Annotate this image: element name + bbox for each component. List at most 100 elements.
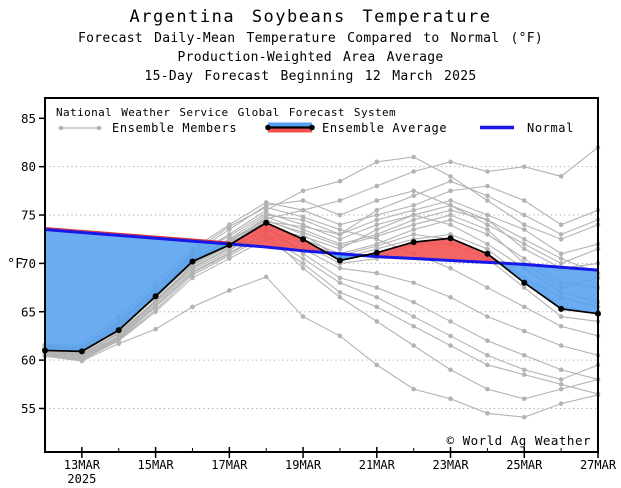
ensemble-member-dot [153,307,158,313]
ensemble-member-dot [558,256,564,261]
ensemble-average-dot [521,279,528,286]
ensemble-average-dot [300,236,307,243]
ensemble-member-dot [337,232,343,237]
ensemble-average-legend-label: Ensemble Average [322,121,447,135]
ensemble-member-dot [337,178,343,184]
ensemble-member-dot [227,288,232,293]
legend [58,122,514,133]
ensemble-average-dot [152,293,159,300]
ensemble-member-dot [337,275,343,281]
ensemble-average-dot [189,258,196,265]
ensemble-member-dot [448,159,453,165]
ensemble-average-line [44,221,599,353]
ensemble-member-dot [116,335,122,341]
ensemble-member-dot [300,314,306,319]
ensemble-member-dot [374,362,380,368]
ensemble-member-dot [558,251,564,257]
ensemble-member-dot [227,224,232,229]
ensemble-members-legend-dot [96,125,102,131]
ensemble-member-dot [300,188,306,194]
ensemble-member-dot [411,222,416,228]
ensemble-member-dot [411,212,416,218]
ensemble-average-dot [558,305,565,312]
ensemble-member-dot [411,169,416,174]
ensemble-member-line [44,235,599,381]
ensemble-member-dot [521,198,527,203]
ensemble-member-dot [521,304,527,310]
ensemble-member-dot [337,198,343,203]
ensemble-member-dot [485,222,490,228]
ensemble-member-dot [485,193,490,198]
ensemble-member-dot [558,261,564,266]
ensemble-average-legend-dot [265,124,271,131]
ensemble-member-dot [411,207,416,213]
normal-legend-label: Normal [527,121,574,135]
ensemble-member-dot [300,214,306,220]
ensemble-member-dot [485,169,490,174]
ensemble-member-dot [153,303,158,309]
ensemble-member-dot [337,243,343,249]
ensemble-member-dot [485,227,490,232]
subtitle-comparison: Forecast Daily-Mean Temperature Compared… [78,31,543,46]
ensemble-member-dot [411,280,416,286]
ensemble-average-legend-icon-red [268,127,312,133]
ensemble-member-dot [263,210,269,216]
ensemble-member-dot [521,256,527,261]
ensemble-member-dot [337,294,343,300]
ensemble-member-dot [521,227,527,232]
ensemble-member-dot [374,217,380,223]
ensemble-member-dot [411,154,416,160]
ensemble-member-dot [374,270,380,276]
ensemble-member-dot [448,222,453,228]
ensemble-member-dot [300,207,306,213]
ensemble-member-dot [374,243,380,249]
ensemble-member-dot [448,319,453,324]
ensemble-member-dot [521,285,527,290]
ensemble-member-dot [448,333,453,339]
ensemble-member-dot [374,294,380,300]
y-tick-label: 75 [21,208,36,223]
x-tick-label: 19MAR [285,458,322,472]
y-tick-label: 55 [21,401,36,416]
legend-header: National Weather Service Global Forecast… [56,106,396,119]
ensemble-member-dot [448,396,453,402]
cool-anomaly-fill [45,229,231,352]
subtitle-forecast-period: 15-Day Forecast Beginning 12 March 2025 [144,69,477,84]
page-title: Argentina Soybeans Temperature [129,7,492,27]
ensemble-member-dot [521,367,527,373]
ensemble-average-dot [447,235,454,242]
ensemble-member-dot [411,188,416,194]
warm-edge-line [44,226,230,243]
ensemble-member-dot [448,188,453,194]
ensemble-member-dot [485,386,490,392]
ensemble-member-line [44,231,599,400]
x-tick-label: 15MAR [138,458,175,472]
ensemble-member-dot [485,362,490,368]
y-tick-label: 85 [21,111,36,126]
ensemble-member-dot [374,319,380,324]
ensemble-average-dot [336,257,343,264]
ensemble-member-dot [374,183,380,189]
ensemble-member-dot [374,234,380,239]
ensemble-average-dot [263,219,270,226]
ensemble-member-dot [448,212,453,218]
ensemble-member-dot [448,174,453,179]
ensemble-member-dot [263,200,269,205]
ensemble-member-dot [521,372,527,377]
ensemble-member-dot [411,217,416,223]
ensemble-average-dot [484,250,491,257]
ensemble-member-dot [374,207,380,213]
ensemble-member-dot [485,241,490,247]
x-tick-label: 21MAR [359,458,396,472]
ensemble-member-dot [190,304,195,310]
ensemble-member-dot [337,265,343,271]
ensemble-member-dot [448,203,453,208]
ensemble-member-dot [374,227,380,232]
ensemble-member-dot [411,386,416,392]
ensemble-member-dot [558,232,564,237]
x-tick-label: 25MAR [506,458,543,472]
ensemble-member-dot [558,314,564,319]
ensemble-member-dot [411,232,416,237]
ensemble-member-line [44,204,599,355]
